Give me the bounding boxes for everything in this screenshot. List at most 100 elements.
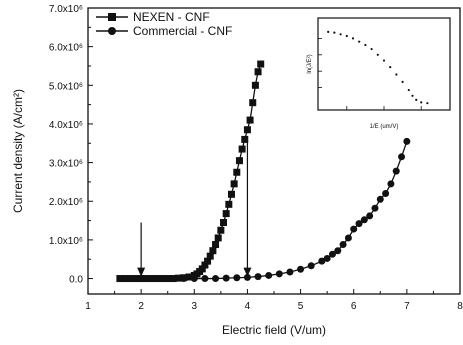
data-point-circle (403, 137, 411, 145)
data-point-circle (190, 275, 198, 283)
data-point-circle (297, 265, 305, 273)
data-point-square (212, 241, 220, 249)
inset-data-point (370, 47, 373, 51)
legend: NEXEN - CNF Commercial - CNF (96, 10, 232, 38)
data-point-circle (137, 275, 145, 283)
inset-data-point (351, 37, 355, 40)
arrow-head (243, 267, 252, 277)
y-tick-label: 4.0x10⁶ (49, 120, 83, 131)
data-point-circle (265, 271, 273, 279)
legend-label-nexen: NEXEN - CNF (133, 10, 210, 24)
data-point-circle (158, 275, 166, 283)
y-axis-title: Current density (A/cm²) (11, 89, 25, 213)
data-point-square (127, 275, 135, 283)
data-point-circle (318, 257, 326, 265)
data-point-square (257, 60, 265, 68)
data-point-square (121, 275, 129, 283)
data-point-square (243, 126, 251, 134)
data-point-circle (366, 212, 374, 220)
data-point-square (251, 81, 259, 89)
data-point-circle (233, 274, 241, 282)
data-point-circle (344, 234, 352, 242)
data-point-circle (323, 254, 331, 262)
inset-series (327, 30, 429, 105)
x-tick-label: 2 (138, 301, 144, 312)
inset-frame (317, 17, 451, 111)
data-point-circle (371, 204, 379, 212)
y-axis-ticks: 0.0 1.0x10⁶ 2.0x10⁶ 3.0x10⁶ 4.0x10⁶ 5.0x10⁶ 6.… (49, 4, 93, 286)
series-line-1 (141, 141, 408, 280)
inset-data-point (420, 101, 423, 104)
data-point-circle (339, 241, 347, 249)
data-point-circle (398, 153, 406, 161)
data-point-circle (392, 167, 400, 175)
data-point-square (198, 265, 206, 273)
data-point-circle (328, 250, 336, 258)
y-tick-label: 2.0x10⁶ (49, 197, 83, 208)
data-point-square (249, 99, 257, 107)
x-tick-label: 5 (298, 301, 304, 312)
data-point-square (214, 234, 222, 242)
x-tick-label: 3 (192, 301, 198, 312)
data-point-circle (243, 273, 251, 281)
data-point-circle (382, 190, 390, 198)
inset-data-point (411, 94, 414, 97)
y-tick-label: 3.0x10⁶ (49, 159, 83, 170)
inset-data-point (382, 59, 386, 62)
data-point-circle (355, 220, 363, 228)
inset-data-point (327, 30, 330, 33)
inset-data-point (333, 31, 336, 34)
inset-plot: ln(J/E²) 1/E (um/V) (307, 17, 451, 130)
series-layer (116, 60, 411, 283)
data-point-circle (307, 262, 315, 270)
data-point-circle (169, 275, 177, 283)
data-point-square (225, 200, 233, 208)
data-point-square (132, 275, 140, 283)
y-tick-label: 0.0 (69, 275, 83, 286)
x-tick-label: 6 (351, 301, 357, 312)
data-point-circle (201, 275, 209, 283)
legend-marker-square (108, 13, 116, 21)
inset-data-point (401, 80, 404, 83)
data-point-square (204, 257, 212, 265)
data-point-circle (286, 268, 294, 276)
data-point-circle (376, 195, 384, 203)
data-point-square (227, 190, 235, 198)
data-point-square (241, 135, 249, 143)
data-point-circle (334, 247, 342, 255)
data-point-square (220, 219, 228, 226)
x-tick-label: 8 (457, 301, 463, 312)
data-point-square (238, 145, 246, 153)
inset-data-point (407, 88, 410, 92)
y-tick-label: 6.0x10⁶ (49, 43, 83, 54)
arrow-head (137, 267, 146, 277)
data-point-square (185, 273, 193, 281)
arrow-layer (137, 141, 252, 277)
x-axis-ticks: 1 2 3 4 5 6 7 8 (85, 289, 463, 312)
y-tick-label: 7.0x10⁶ (49, 4, 83, 15)
data-point-square (217, 226, 225, 234)
inset-ticks (318, 38, 422, 110)
data-point-square (209, 247, 217, 255)
inset-x-label: 1/E (um/V) (370, 124, 399, 130)
data-point-circle (148, 275, 156, 283)
data-point-circle (275, 270, 283, 278)
data-point-square (246, 116, 254, 124)
data-point-square (116, 275, 124, 283)
data-point-circle (212, 275, 220, 283)
data-point-square (206, 252, 214, 260)
inset-data-point (395, 73, 398, 76)
x-axis-title: Electric field (V/um) (222, 323, 326, 337)
inset-data-point (376, 53, 379, 56)
inset-data-point (345, 34, 348, 38)
data-point-circle (180, 275, 188, 283)
y-tick-label: 1.0x10⁶ (49, 236, 83, 247)
data-point-square (222, 210, 230, 218)
data-point-square (254, 68, 262, 76)
data-point-circle (222, 274, 230, 282)
data-point-circle (387, 180, 395, 188)
data-point-circle (360, 216, 368, 224)
inset-data-point (358, 40, 361, 43)
inset-y-label: ln(J/E²) (307, 54, 313, 73)
